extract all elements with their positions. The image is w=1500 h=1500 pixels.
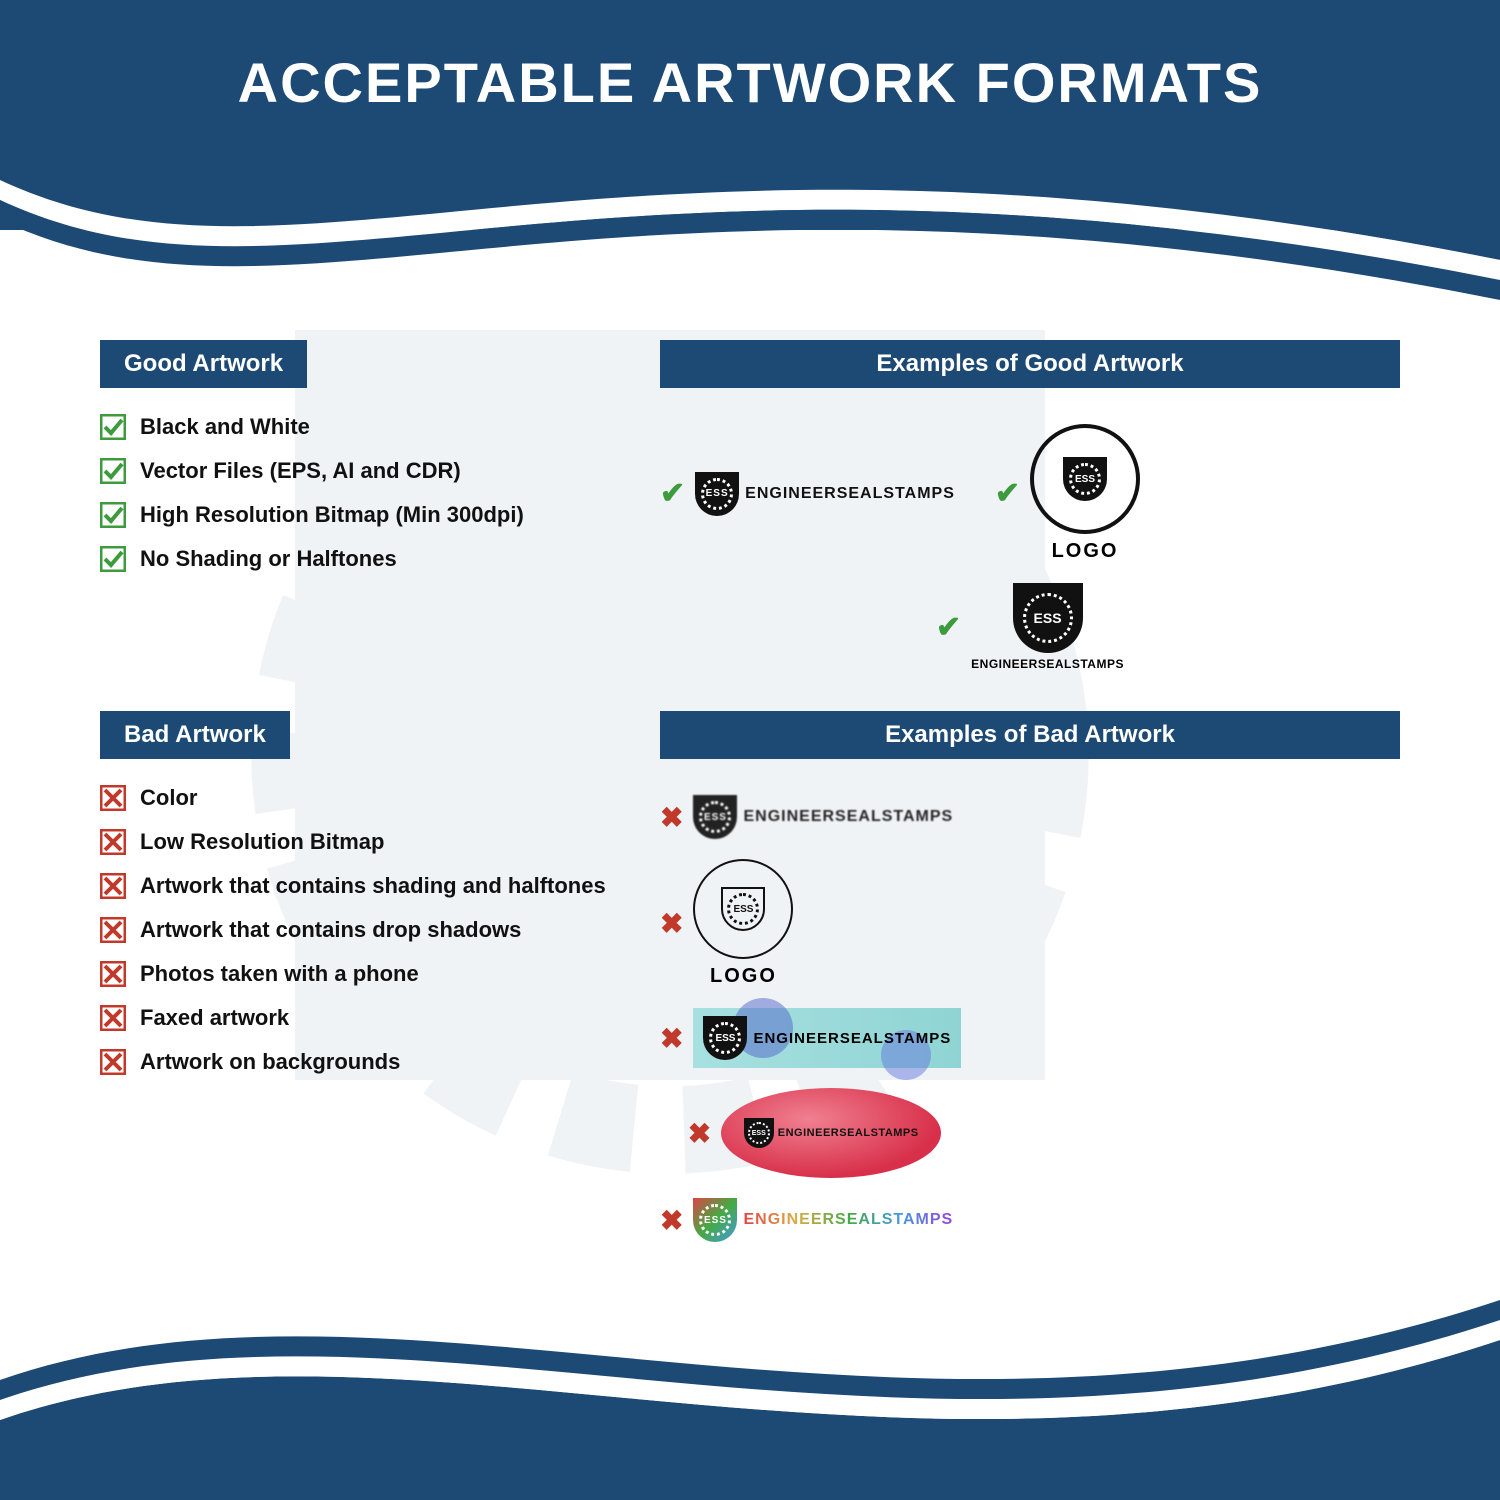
list-item: No Shading or Halftones: [100, 546, 620, 572]
logo-brand-text: ENGINEERSEALSTAMPS: [971, 657, 1124, 671]
circle-logo: ESS LOGO: [1030, 424, 1140, 563]
checkbox-icon: [100, 502, 126, 528]
list-item-text: Low Resolution Bitmap: [140, 829, 384, 855]
good-examples-grid: ✔ ESS ENGINEERSEALSTAMPS ✔ ESS LOGO: [660, 414, 1400, 671]
header-band: [0, 0, 1500, 230]
ess-logo-on-pattern-bg: ESS ENGINEERSEALSTAMPS: [693, 1008, 961, 1068]
ess-logo-blurry: ESS ENGINEERSEALSTAMPS: [693, 795, 953, 839]
list-item-text: Artwork on backgrounds: [140, 1049, 400, 1075]
list-item-text: Photos taken with a phone: [140, 961, 419, 987]
xbox-icon: [100, 785, 126, 811]
bad-artwork-list: Color Low Resolution Bitmap Artwork that…: [100, 785, 620, 1075]
list-item: Black and White: [100, 414, 620, 440]
checkbox-icon: [100, 458, 126, 484]
good-example-horizontal-logo: ✔ ESS ENGINEERSEALSTAMPS: [660, 472, 955, 516]
x-icon: ✖: [660, 1204, 683, 1237]
xbox-icon: [100, 917, 126, 943]
logo-brand-text: ENGINEERSEALSTAMPS: [745, 485, 955, 503]
xbox-icon: [100, 1049, 126, 1075]
list-item-text: Artwork that contains shading and halfto…: [140, 873, 606, 899]
x-icon: ✖: [660, 801, 683, 834]
check-icon: ✔: [936, 610, 961, 645]
list-item: High Resolution Bitmap (Min 300dpi): [100, 502, 620, 528]
good-row: Good Artwork Black and White Vector File…: [100, 340, 1400, 671]
ess-logo-vertical: ESS ENGINEERSEALSTAMPS: [971, 583, 1124, 671]
circle-logo-label: LOGO: [1052, 540, 1119, 563]
ess-logo-red-ellipse: ESS ENGINEERSEALSTAMPS: [721, 1088, 941, 1178]
list-item: Low Resolution Bitmap: [100, 829, 620, 855]
list-item-text: High Resolution Bitmap (Min 300dpi): [140, 502, 524, 528]
xbox-icon: [100, 829, 126, 855]
list-item-text: Vector Files (EPS, AI and CDR): [140, 458, 461, 484]
x-icon: ✖: [660, 907, 683, 940]
list-item-text: Black and White: [140, 414, 310, 440]
x-icon: ✖: [688, 1117, 711, 1150]
list-item: Artwork that contains drop shadows: [100, 917, 620, 943]
xbox-icon: [100, 961, 126, 987]
ess-logo-horizontal: ESS ENGINEERSEALSTAMPS: [695, 472, 955, 516]
x-icon: ✖: [660, 1022, 683, 1055]
good-example-circle-logo: ✔ ESS LOGO: [995, 424, 1140, 563]
list-item: Photos taken with a phone: [100, 961, 620, 987]
list-item-text: Faxed artwork: [140, 1005, 289, 1031]
list-item: Vector Files (EPS, AI and CDR): [100, 458, 620, 484]
content-area: Good Artwork Black and White Vector File…: [100, 340, 1400, 1282]
logo-brand-text: ENGINEERSEALSTAMPS: [743, 1211, 953, 1229]
list-item: Artwork on backgrounds: [100, 1049, 620, 1075]
bad-artwork-column: Bad Artwork Color Low Resolution Bitmap: [100, 711, 620, 1242]
list-item: Artwork that contains shading and halfto…: [100, 873, 620, 899]
logo-brand-text: ENGINEERSEALSTAMPS: [778, 1127, 919, 1139]
bad-examples-column: Examples of Bad Artwork ✖ ESS ENGINEERSE…: [660, 711, 1400, 1242]
circle-logo-thin: ESS LOGO: [693, 859, 793, 988]
list-item: Faxed artwork: [100, 1005, 620, 1031]
bad-example-red-ellipse: ✖ ESS ENGINEERSEALSTAMPS: [660, 1088, 941, 1178]
bad-examples-grid: ✖ ESS ENGINEERSEALSTAMPS ✖ ESS LOGO: [660, 785, 1400, 1242]
bad-example-rainbow: ✖ ESS ENGINEERSEALSTAMPS: [660, 1198, 1089, 1242]
good-examples-column: Examples of Good Artwork ✔ ESS ENGINEERS…: [660, 340, 1400, 671]
list-item: Color: [100, 785, 620, 811]
circle-logo-label: LOGO: [710, 965, 777, 988]
check-icon: ✔: [995, 476, 1020, 511]
logo-brand-text: ENGINEERSEALSTAMPS: [753, 1030, 951, 1047]
good-example-vertical-logo: ✔ ESS ENGINEERSEALSTAMPS: [660, 583, 1400, 671]
bad-examples-label: Examples of Bad Artwork: [660, 711, 1400, 759]
page-title: ACCEPTABLE ARTWORK FORMATS: [0, 50, 1500, 115]
checkbox-icon: [100, 546, 126, 572]
good-artwork-column: Good Artwork Black and White Vector File…: [100, 340, 620, 671]
list-item-text: Artwork that contains drop shadows: [140, 917, 521, 943]
xbox-icon: [100, 873, 126, 899]
list-item-text: No Shading or Halftones: [140, 546, 397, 572]
checkbox-icon: [100, 414, 126, 440]
bad-row: Bad Artwork Color Low Resolution Bitmap: [100, 711, 1400, 1242]
ess-logo-rainbow: ESS ENGINEERSEALSTAMPS: [693, 1198, 953, 1242]
bad-example-circle-logo: ✖ ESS LOGO: [660, 859, 941, 988]
xbox-icon: [100, 1005, 126, 1031]
bad-example-blurry-logo: ✖ ESS ENGINEERSEALSTAMPS: [660, 795, 1089, 839]
list-item-text: Color: [140, 785, 197, 811]
good-examples-label: Examples of Good Artwork: [660, 340, 1400, 388]
logo-brand-text: ENGINEERSEALSTAMPS: [743, 808, 953, 826]
check-icon: ✔: [660, 476, 685, 511]
bad-artwork-label: Bad Artwork: [100, 711, 290, 759]
good-artwork-label: Good Artwork: [100, 340, 307, 388]
bad-example-pattern-bg: ✖ ESS ENGINEERSEALSTAMPS: [660, 1008, 1089, 1068]
good-artwork-list: Black and White Vector Files (EPS, AI an…: [100, 414, 620, 572]
